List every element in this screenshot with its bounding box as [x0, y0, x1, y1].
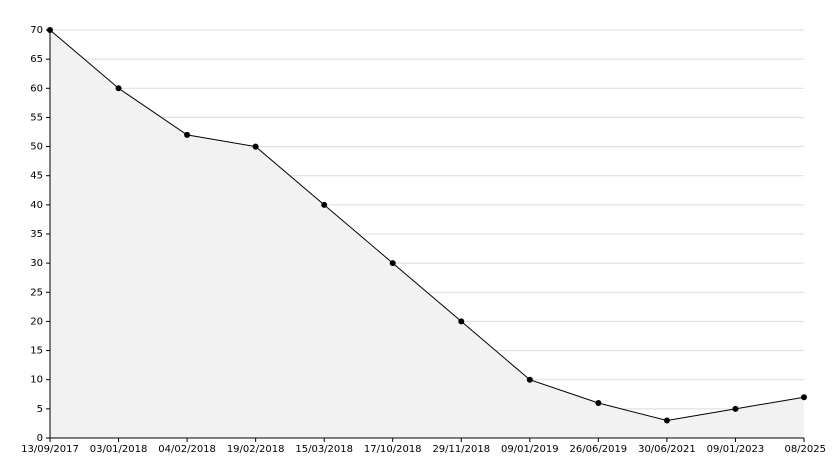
x-tick-label: 08/2025 [784, 444, 826, 455]
x-tick-label: 19/02/2018 [227, 444, 285, 455]
point [732, 405, 739, 412]
area-fill [50, 30, 804, 438]
x-tick-label: 30/06/2021 [638, 444, 696, 455]
line [49, 29, 805, 422]
point [595, 400, 602, 407]
point [801, 394, 807, 401]
y-tick-label: 70 [30, 25, 43, 36]
y-tick-label: 40 [30, 200, 43, 211]
x-tick-label: 03/01/2018 [90, 444, 148, 455]
point [252, 143, 259, 150]
point [663, 417, 670, 424]
point [115, 85, 122, 92]
y-tick-label: 10 [30, 375, 43, 386]
x-tick-label: 15/03/2018 [295, 444, 353, 455]
y-tick-label: 15 [30, 346, 43, 357]
y-tick-label: 30 [30, 258, 43, 269]
point [458, 318, 465, 325]
x-tick-label: 17/10/2018 [364, 444, 422, 455]
x-tick-label: 13/09/2017 [21, 444, 79, 455]
x-tick-label: 26/06/2019 [570, 444, 628, 455]
point [184, 131, 191, 138]
y-tick-label: 65 [30, 54, 43, 65]
y-tick-label: 25 [30, 287, 43, 298]
y-tick-label: 55 [30, 112, 43, 123]
point [321, 201, 328, 208]
point [526, 376, 533, 383]
y-tick-label: 5 [37, 404, 43, 415]
y-tick-label: 0 [37, 433, 43, 444]
y-tick-label: 35 [30, 229, 43, 240]
y-tick-label: 45 [30, 171, 43, 182]
point [389, 260, 396, 267]
x-tick-label: 09/01/2019 [501, 444, 559, 455]
y-tick-label: 50 [30, 142, 43, 153]
y-tick-label: 20 [30, 316, 43, 327]
y-tick-label: 60 [30, 83, 43, 94]
x-tick-label: 09/01/2023 [707, 444, 765, 455]
x-tick-label: 04/02/2018 [158, 444, 216, 455]
x-tick-label: 29/11/2018 [432, 444, 490, 455]
